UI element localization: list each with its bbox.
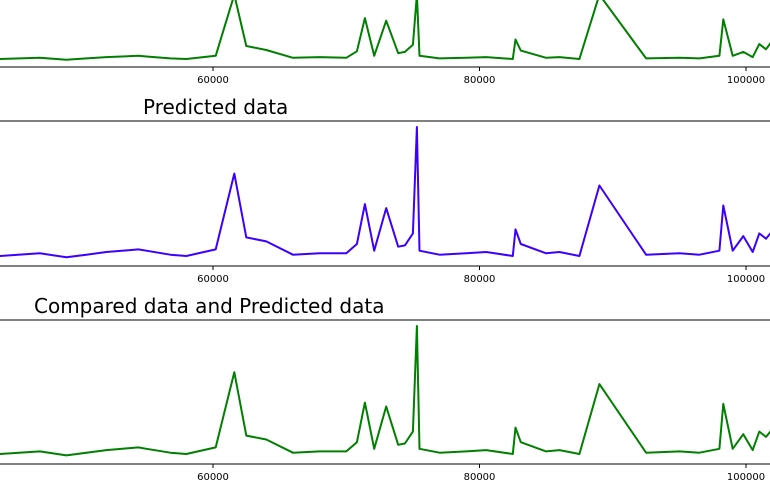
x-tick-label: 80000 (464, 75, 496, 86)
chart-panel-1: 60000 80000 100000 (0, 0, 770, 86)
x-tick-label: 80000 (464, 274, 496, 285)
chart-panel-3: 60000 80000 100000 (0, 319, 770, 483)
series-line-1 (0, 325, 770, 457)
chart-panel-2: 60000 80000 100000 (0, 120, 770, 285)
panel-title-2: Predicted data (143, 95, 288, 119)
x-tick-label: 60000 (197, 274, 229, 285)
series-line-1 (0, 126, 770, 259)
x-tick-label: 60000 (197, 75, 229, 86)
x-tick-label: 100000 (727, 274, 765, 285)
x-tick-label: 100000 (727, 472, 765, 483)
x-tick-label: 80000 (464, 472, 496, 483)
x-tick-label: 60000 (197, 472, 229, 483)
panel-title-3: Compared data and Predicted data (34, 294, 384, 318)
x-tick-label: 100000 (727, 75, 765, 86)
series-line-1 (0, 0, 770, 61)
